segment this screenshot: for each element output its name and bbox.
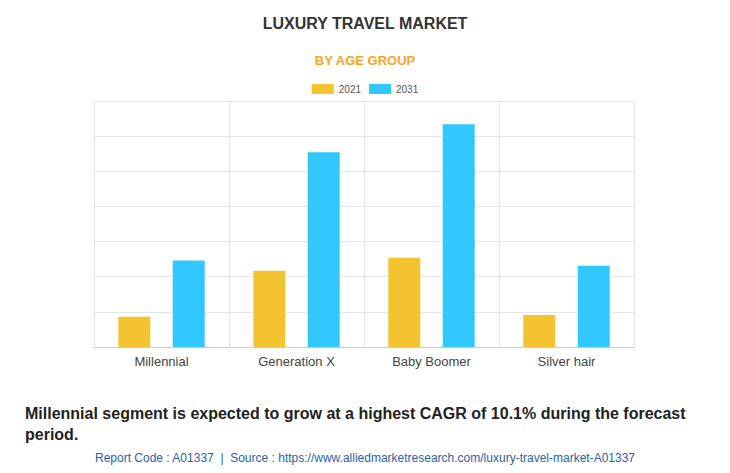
svg-text:Baby Boomer: Baby Boomer (392, 354, 471, 369)
svg-text:LUXURY TRAVEL MARKET: LUXURY TRAVEL MARKET (263, 15, 468, 32)
svg-text:Millennial segment is expected: Millennial segment is expected to grow a… (25, 405, 690, 422)
svg-text:Generation X: Generation X (258, 354, 335, 369)
svg-text:2021: 2021 (339, 84, 362, 95)
svg-text:Silver hair: Silver hair (538, 354, 596, 369)
svg-text:Millennial: Millennial (134, 354, 188, 369)
svg-text:2031: 2031 (396, 84, 419, 95)
svg-text:period.: period. (25, 426, 78, 443)
svg-text:BY AGE GROUP: BY AGE GROUP (315, 53, 416, 68)
svg-text:Report Code : A01337 | Sourc: Report Code : A01337 | Source : https://… (95, 451, 635, 465)
